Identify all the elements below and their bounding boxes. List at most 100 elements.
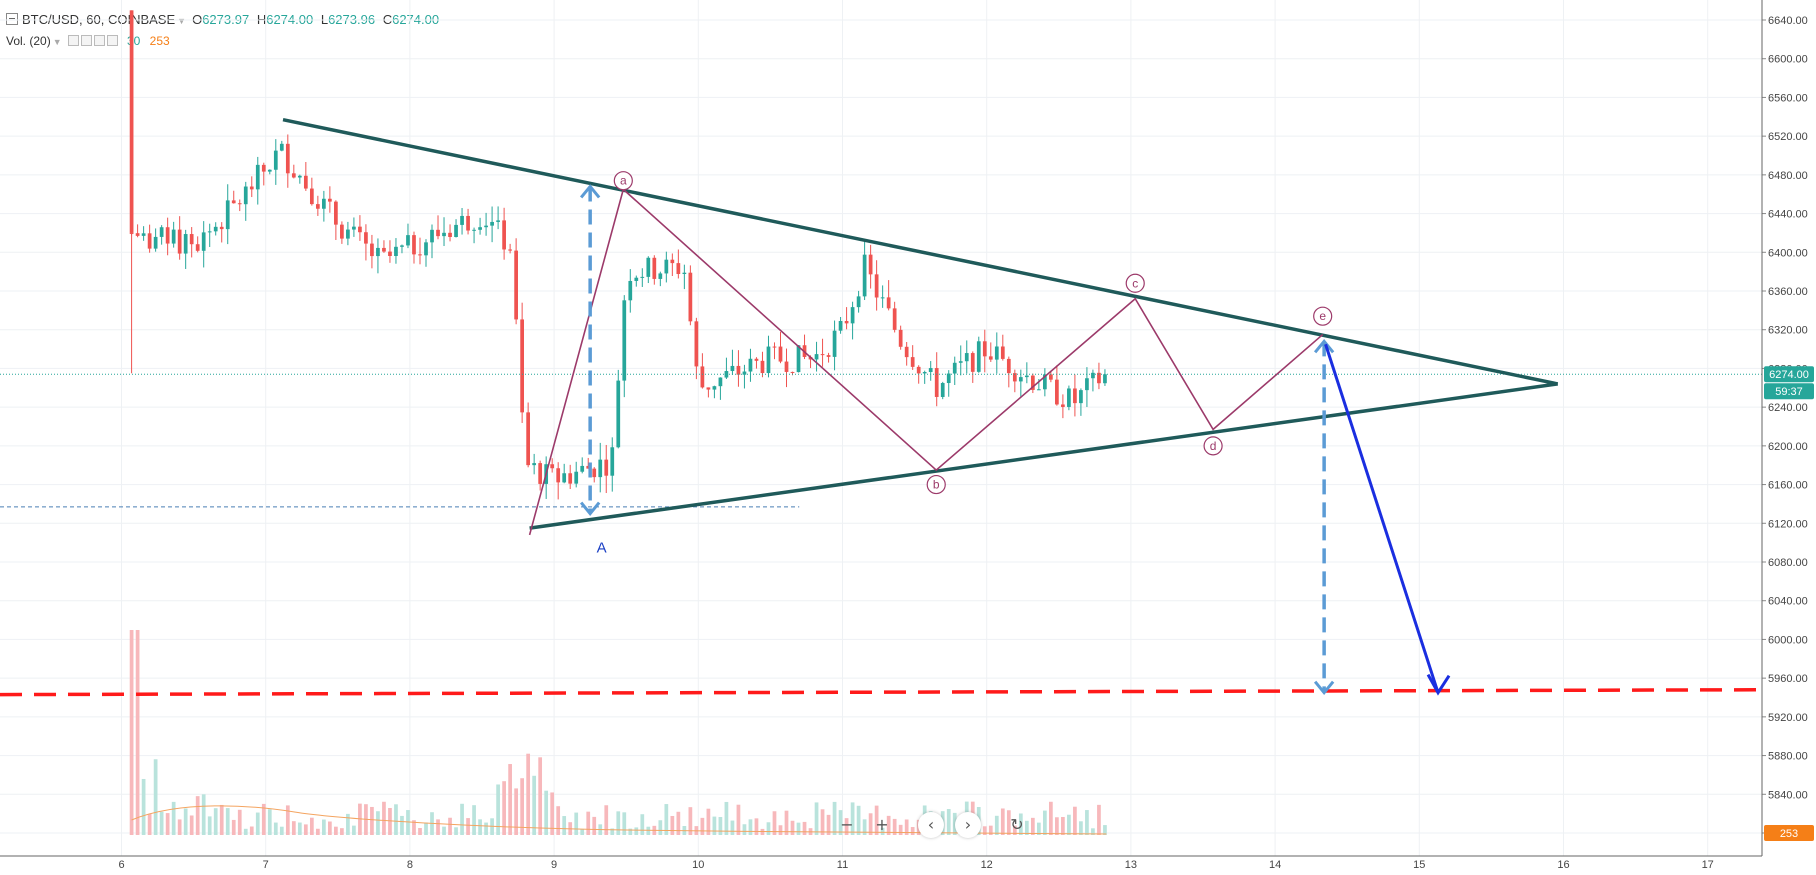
volume-bar [886, 815, 891, 835]
volume-ma-badge-bg [1764, 825, 1814, 841]
volume-bar [466, 818, 470, 835]
candle-body [165, 227, 170, 244]
zoom-out-button[interactable]: − [834, 812, 860, 838]
volume-bar [826, 814, 831, 835]
wave-label-circle [613, 171, 633, 191]
candle-body [970, 353, 975, 372]
candle-body [129, 10, 134, 233]
volume-bar [472, 805, 476, 835]
volume-bar [309, 817, 314, 835]
more-icon[interactable] [106, 35, 118, 46]
candle-body [886, 297, 891, 309]
volume-bar [580, 828, 585, 835]
eye-icon[interactable] [80, 35, 92, 46]
candle-body [508, 249, 512, 251]
price-tick-label: 6120.00 [1768, 518, 1808, 530]
zoom-in-button[interactable]: + [869, 812, 895, 838]
reset-icon: ↻ [1010, 815, 1024, 834]
volume-bar [670, 815, 675, 835]
candle-body [820, 354, 825, 356]
pattern-label-A: A [597, 539, 607, 556]
price-tick-label: 6000.00 [1768, 634, 1808, 646]
candle-body [700, 366, 705, 388]
volume-bar [189, 815, 194, 835]
volume-bar [646, 826, 651, 835]
volume-bar [538, 757, 543, 835]
volume-bar [1073, 806, 1077, 835]
candle-body [394, 246, 398, 256]
candle-body [658, 273, 663, 279]
target-arrow-head [1426, 673, 1451, 696]
reset-chart-button[interactable]: ↻ [1004, 812, 1030, 838]
candle-body [400, 245, 404, 247]
volume-ma-line [131, 805, 1107, 835]
candle-body [249, 186, 254, 190]
volume-bar [147, 813, 152, 835]
candle-body [994, 346, 999, 360]
countdown-badge-bg [1764, 383, 1814, 400]
time-axis[interactable]: 6 7 8 9 10 11 12 13 14 15 16 17 [0, 855, 1762, 871]
candle-body [141, 233, 146, 236]
volume-bar [820, 809, 825, 835]
candle-body [634, 277, 639, 281]
volume-bar [321, 819, 326, 835]
candle-body [1006, 358, 1011, 374]
volume-bar [952, 812, 957, 835]
candle-body [352, 226, 356, 230]
price-tick-label: 6640.00 [1768, 15, 1808, 27]
wave-label-circle [1125, 273, 1145, 293]
volume-bar [484, 822, 488, 835]
candle-body [418, 254, 422, 256]
scroll-right-button[interactable]: › [955, 812, 981, 838]
volume-bar [748, 819, 753, 835]
volume-title[interactable]: Vol. (20) [6, 34, 51, 48]
price-tick-label: 6560.00 [1768, 92, 1808, 104]
candle-body [586, 465, 591, 469]
time-tick-label: 12 [981, 859, 993, 871]
scroll-left-button[interactable]: ‹ [918, 812, 944, 838]
volume-bar [658, 820, 663, 835]
volume-bar [171, 801, 176, 835]
volume-bar [844, 818, 849, 835]
time-tick-label: 17 [1702, 859, 1714, 871]
volume-bar [237, 809, 242, 835]
candle-body [688, 272, 693, 322]
candle-body [255, 164, 260, 190]
drawing-layer[interactable]: a b c d e A [0, 117, 1763, 697]
candle-body [958, 361, 963, 363]
price-axis[interactable]: 6640.00 6600.00 6560.00 6520.00 6480.00 6440.… [1761, 0, 1814, 856]
volume-bar [454, 827, 458, 835]
volume-bar [382, 801, 386, 835]
candle-body [315, 204, 320, 209]
volume-bar [1000, 808, 1005, 835]
candle-body [694, 321, 699, 367]
candle-body [874, 274, 879, 298]
candle-body [718, 377, 723, 387]
candle-body [243, 186, 248, 205]
candle-body [424, 242, 428, 256]
volume-bar [340, 828, 344, 835]
candle-body [406, 235, 410, 246]
volume-bar [424, 822, 428, 835]
volume-bar [334, 826, 338, 835]
settings-icon[interactable] [67, 35, 79, 46]
volume-bar [778, 825, 783, 835]
chevron-down-icon[interactable]: ▼ [177, 16, 187, 26]
volume-bar [261, 803, 266, 835]
volume-bar [790, 820, 795, 835]
price-tick-label: 6440.00 [1768, 209, 1808, 221]
volume-bar [1042, 810, 1047, 835]
volume-bar [315, 828, 320, 835]
candle-body [520, 319, 524, 413]
collapse-legend-icon[interactable] [6, 13, 18, 25]
candle-body [850, 307, 855, 324]
volume-bar [1091, 828, 1095, 835]
volume-bar [550, 792, 555, 835]
volume-bar [418, 828, 422, 835]
wave-label-e: e [1319, 309, 1326, 323]
chevron-down-icon[interactable]: ▼ [52, 37, 62, 47]
candle-body [844, 320, 849, 324]
candle-body [1061, 404, 1065, 407]
close-icon[interactable] [93, 35, 105, 46]
